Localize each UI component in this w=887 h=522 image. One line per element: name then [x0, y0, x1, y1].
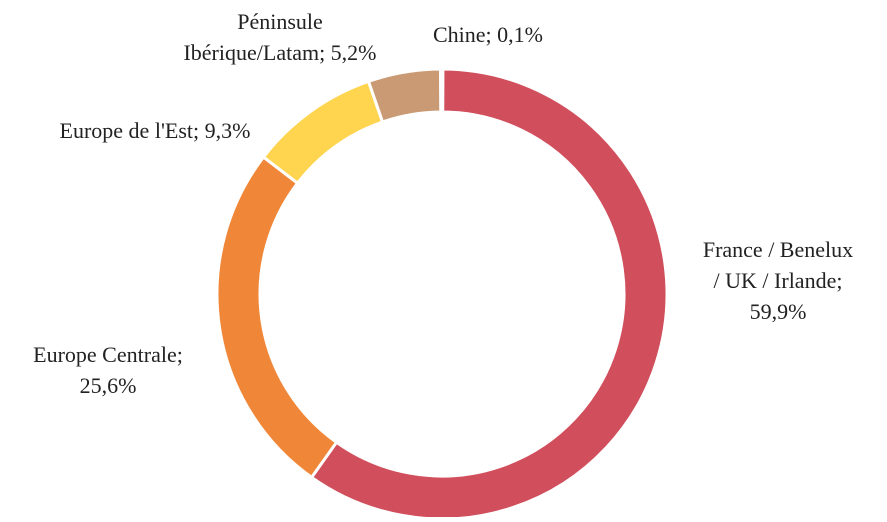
donut-slice-4 [439, 67, 445, 114]
slice-label-1-line-1: 25,6% [80, 373, 137, 398]
slice-label-3-line-1: Ibérique/Latam; 5,2% [183, 40, 376, 65]
slice-label-2-line-0: Europe de l'Est; 9,3% [60, 118, 251, 143]
slice-label-3: Péninsule Ibérique/Latam; 5,2% [183, 9, 376, 65]
slices-layer [215, 67, 669, 521]
donut-slice-2 [261, 79, 385, 185]
slice-label-1: Europe Centrale; 25,6% [33, 342, 183, 398]
donut-slice-0 [310, 67, 669, 521]
slice-label-0-line-2: 59,9% [750, 299, 807, 324]
donut-slice-3 [367, 67, 443, 124]
slice-label-4: Chine; 0,1% [433, 22, 543, 47]
slice-label-0-line-0: France / Benelux [703, 237, 853, 262]
labels-layer: France / Benelux / UK / Irlande; 59,9% Euro… [33, 9, 853, 398]
slice-label-3-line-0: Péninsule [237, 9, 323, 34]
slice-label-2: Europe de l'Est; 9,3% [60, 118, 251, 143]
slice-label-4-line-0: Chine; 0,1% [433, 22, 543, 47]
slice-label-1-line-0: Europe Centrale; [33, 342, 183, 367]
donut-slice-1 [215, 155, 339, 479]
slice-label-0: France / Benelux / UK / Irlande; 59,9% [703, 237, 853, 324]
slice-label-0-line-1: / UK / Irlande; [714, 268, 843, 293]
